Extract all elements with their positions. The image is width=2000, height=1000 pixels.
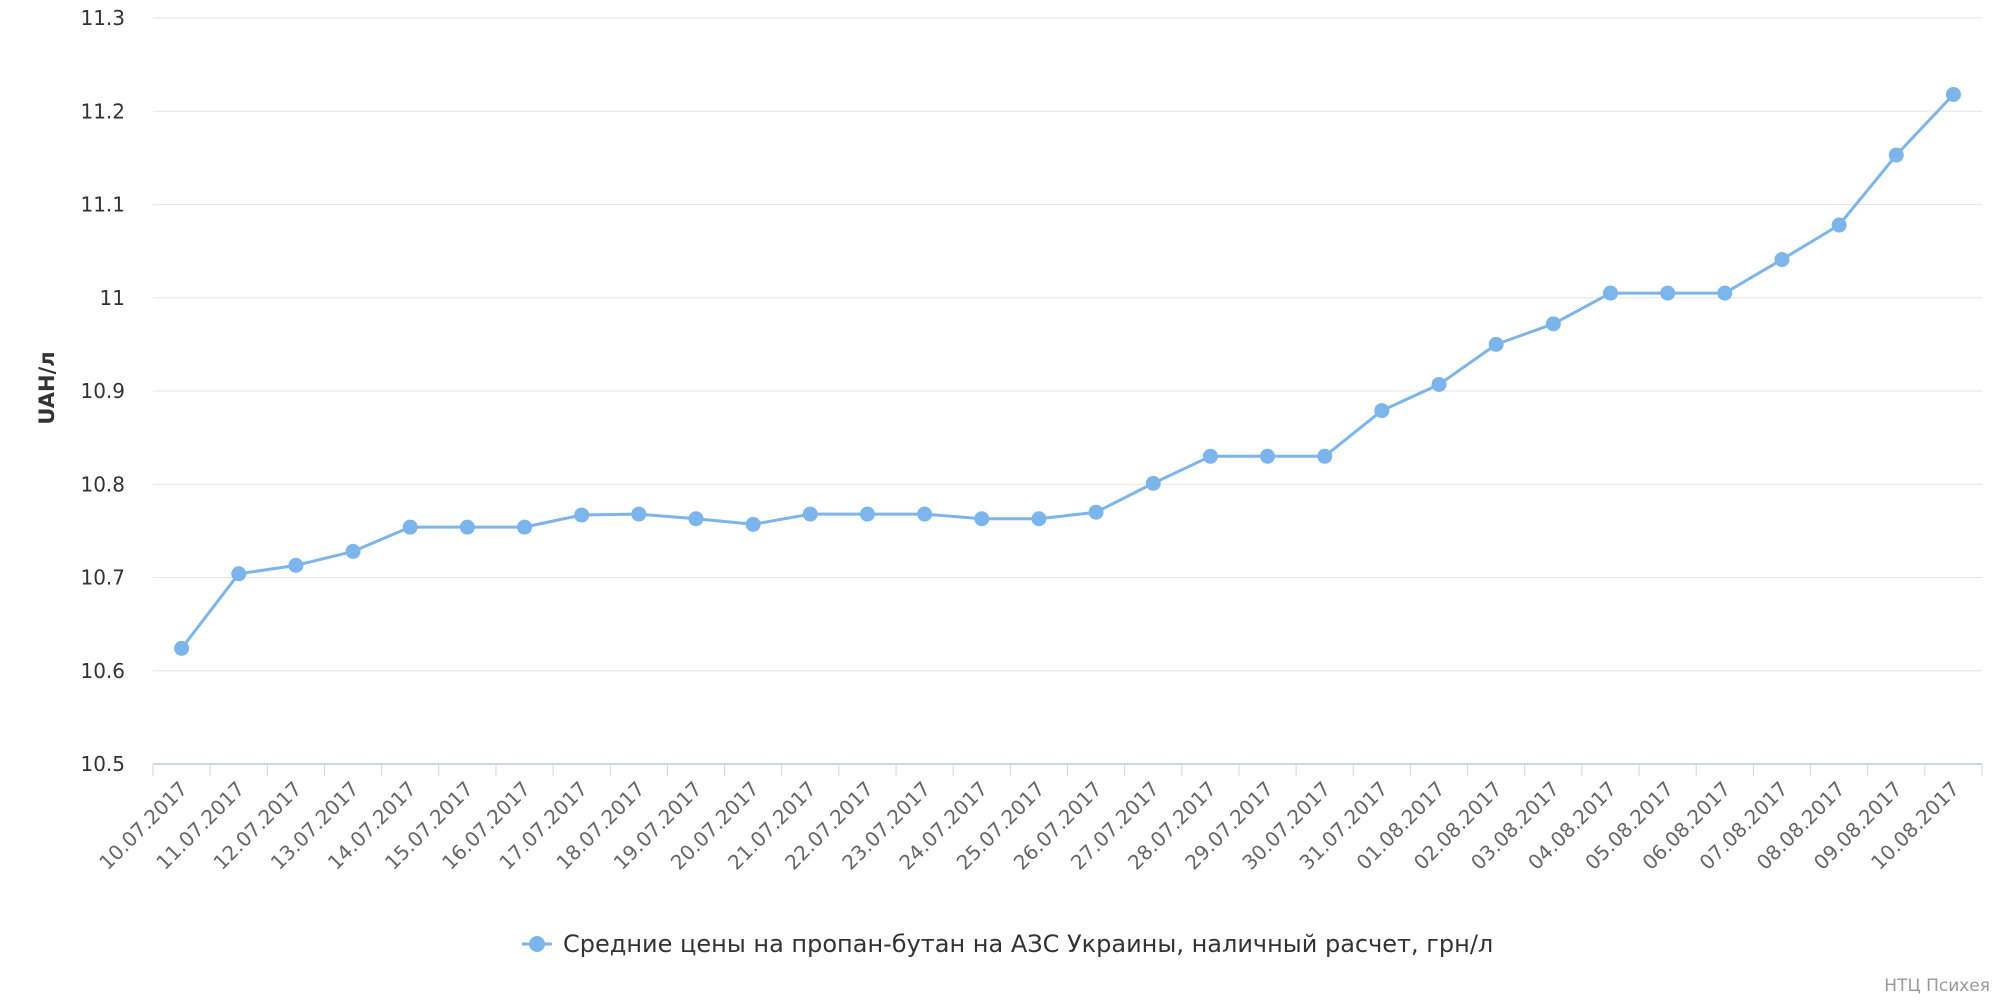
data-point[interactable]	[1031, 511, 1047, 527]
data-point[interactable]	[288, 557, 304, 573]
data-point[interactable]	[745, 516, 761, 532]
data-point[interactable]	[517, 519, 533, 535]
data-point[interactable]	[459, 519, 475, 535]
y-tick-label: 11.2	[80, 99, 125, 123]
y-tick-label: 10.6	[80, 659, 125, 683]
data-point[interactable]	[1831, 217, 1847, 233]
y-tick-label: 10.5	[80, 752, 125, 776]
data-point[interactable]	[1660, 285, 1676, 301]
y-axis-label: UAH/л	[35, 351, 59, 424]
data-point[interactable]	[1945, 86, 1961, 102]
legend-label: Средние цены на пропан-бутан на АЗС Укра…	[563, 930, 1493, 958]
data-point[interactable]	[1088, 504, 1104, 520]
series-polyline	[180, 93, 1955, 650]
data-point[interactable]	[1717, 285, 1733, 301]
data-point[interactable]	[174, 640, 190, 656]
data-point[interactable]	[1545, 316, 1561, 332]
y-tick-label: 11.1	[80, 193, 125, 217]
y-tick-label: 10.9	[80, 379, 125, 403]
data-point[interactable]	[917, 506, 933, 522]
gridlines	[153, 17, 1982, 672]
data-point[interactable]	[574, 507, 590, 523]
data-point[interactable]	[1888, 147, 1904, 163]
data-point[interactable]	[1374, 403, 1390, 419]
chart-credit[interactable]: НТЦ Психея	[1884, 976, 1990, 996]
data-point[interactable]	[859, 506, 875, 522]
x-axis	[152, 763, 1983, 776]
y-tick-label: 10.7	[80, 566, 125, 590]
series-markers[interactable]	[174, 86, 1961, 656]
x-axis-tick-labels: 10.07.201711.07.201712.07.201713.07.2017…	[94, 777, 1964, 875]
data-point[interactable]	[1488, 336, 1504, 352]
data-point[interactable]	[1431, 376, 1447, 392]
data-point[interactable]	[1145, 475, 1161, 491]
data-point[interactable]	[688, 511, 704, 527]
series-line	[180, 93, 1955, 650]
data-point[interactable]	[1774, 252, 1790, 268]
data-point[interactable]	[1260, 448, 1276, 464]
data-point[interactable]	[974, 511, 990, 527]
data-point[interactable]	[802, 506, 818, 522]
data-point[interactable]	[345, 543, 361, 559]
y-axis-tick-labels: 10.5 10.6 10.7 10.8 10.9 11 11.1 11.2 11.3	[80, 6, 125, 776]
y-tick-label: 10.8	[80, 472, 125, 496]
data-point[interactable]	[1317, 448, 1333, 464]
data-point[interactable]	[631, 506, 647, 522]
data-point[interactable]	[1602, 285, 1618, 301]
data-point[interactable]	[402, 519, 418, 535]
y-tick-label: 11.3	[80, 6, 125, 30]
data-point[interactable]	[231, 566, 247, 582]
y-tick-label: 11	[100, 286, 125, 310]
legend[interactable]: Средние цены на пропан-бутан на АЗС Укра…	[522, 930, 1493, 958]
data-point[interactable]	[1202, 448, 1218, 464]
legend-marker-icon	[529, 936, 545, 952]
